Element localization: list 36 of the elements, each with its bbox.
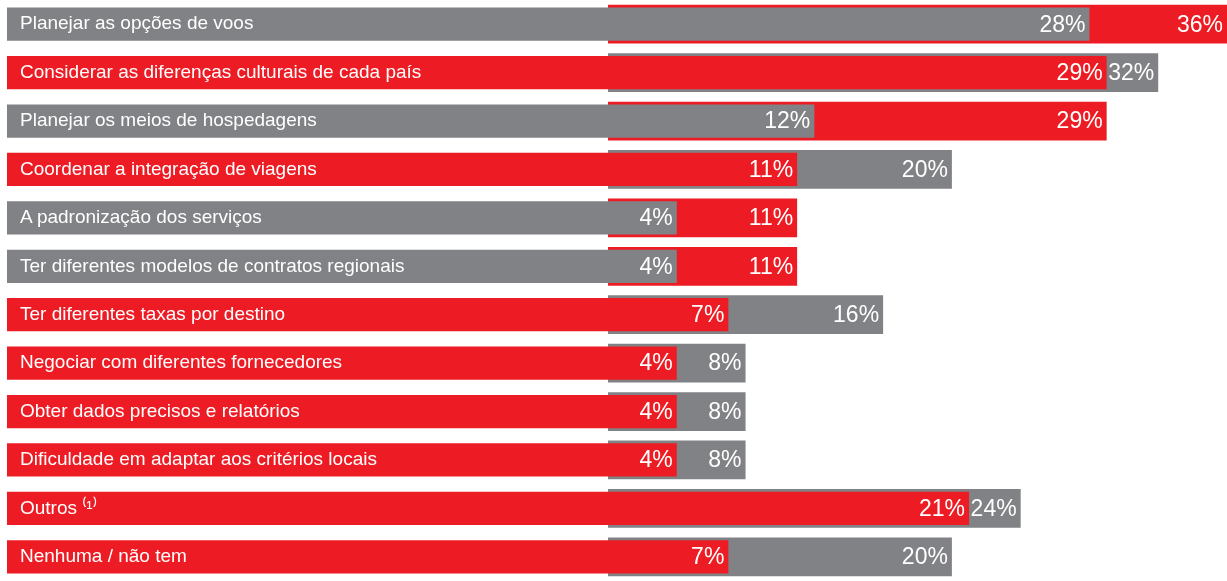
data-label: 29%: [1056, 107, 1103, 134]
data-label: 28%: [1039, 10, 1086, 37]
data-label: 4%: [639, 397, 673, 424]
data-label: 11%: [748, 204, 794, 231]
data-label: 7%: [691, 301, 725, 328]
y-tick-label: Considerar as diferenças culturais de cada país: [20, 60, 422, 82]
data-label: 4%: [639, 446, 673, 473]
y-tick-label: Coordenar a integração de viagens: [20, 157, 317, 179]
data-label: 8%: [708, 397, 742, 424]
data-label: 8%: [708, 446, 742, 473]
data-label: 4%: [639, 252, 673, 279]
data-label: 20%: [901, 155, 948, 182]
data-label: 7%: [691, 543, 725, 570]
data-label: 32%: [1108, 58, 1155, 85]
data-label: 4%: [639, 349, 673, 376]
y-tick-label: Dificuldade em adaptar aos critérios locais: [20, 448, 377, 470]
data-label: 24%: [970, 494, 1017, 521]
y-tick-label: Ter diferentes modelos de contratos regionais: [20, 254, 405, 276]
y-tick-label: Negociar com diferentes fornecedores: [20, 351, 343, 373]
data-label: 20%: [901, 543, 948, 570]
data-label: 12%: [764, 107, 811, 134]
data-label: 8%: [708, 349, 742, 376]
y-tick-label: Planejar os meios de hospedagens: [20, 109, 317, 131]
y-tick-label: Obter dados precisos e relatórios: [20, 399, 300, 421]
data-label: 4%: [639, 204, 673, 231]
data-label: 16%: [833, 301, 880, 328]
data-label: 36%: [1176, 10, 1223, 37]
y-tick-label: Ter diferentes taxas por destino: [20, 302, 286, 324]
data-label: 11%: [748, 252, 794, 279]
data-label: 29%: [1056, 58, 1103, 85]
data-label: 21%: [919, 494, 966, 521]
y-tick-label: Nenhuma / não tem: [20, 545, 187, 567]
data-label: 11%: [748, 155, 794, 182]
y-tick-label: A padronização dos serviços: [20, 206, 262, 228]
y-tick-label: Planejar as opções de voos: [20, 12, 254, 34]
y-tick-label: Outros ⁽¹⁾: [20, 495, 97, 518]
